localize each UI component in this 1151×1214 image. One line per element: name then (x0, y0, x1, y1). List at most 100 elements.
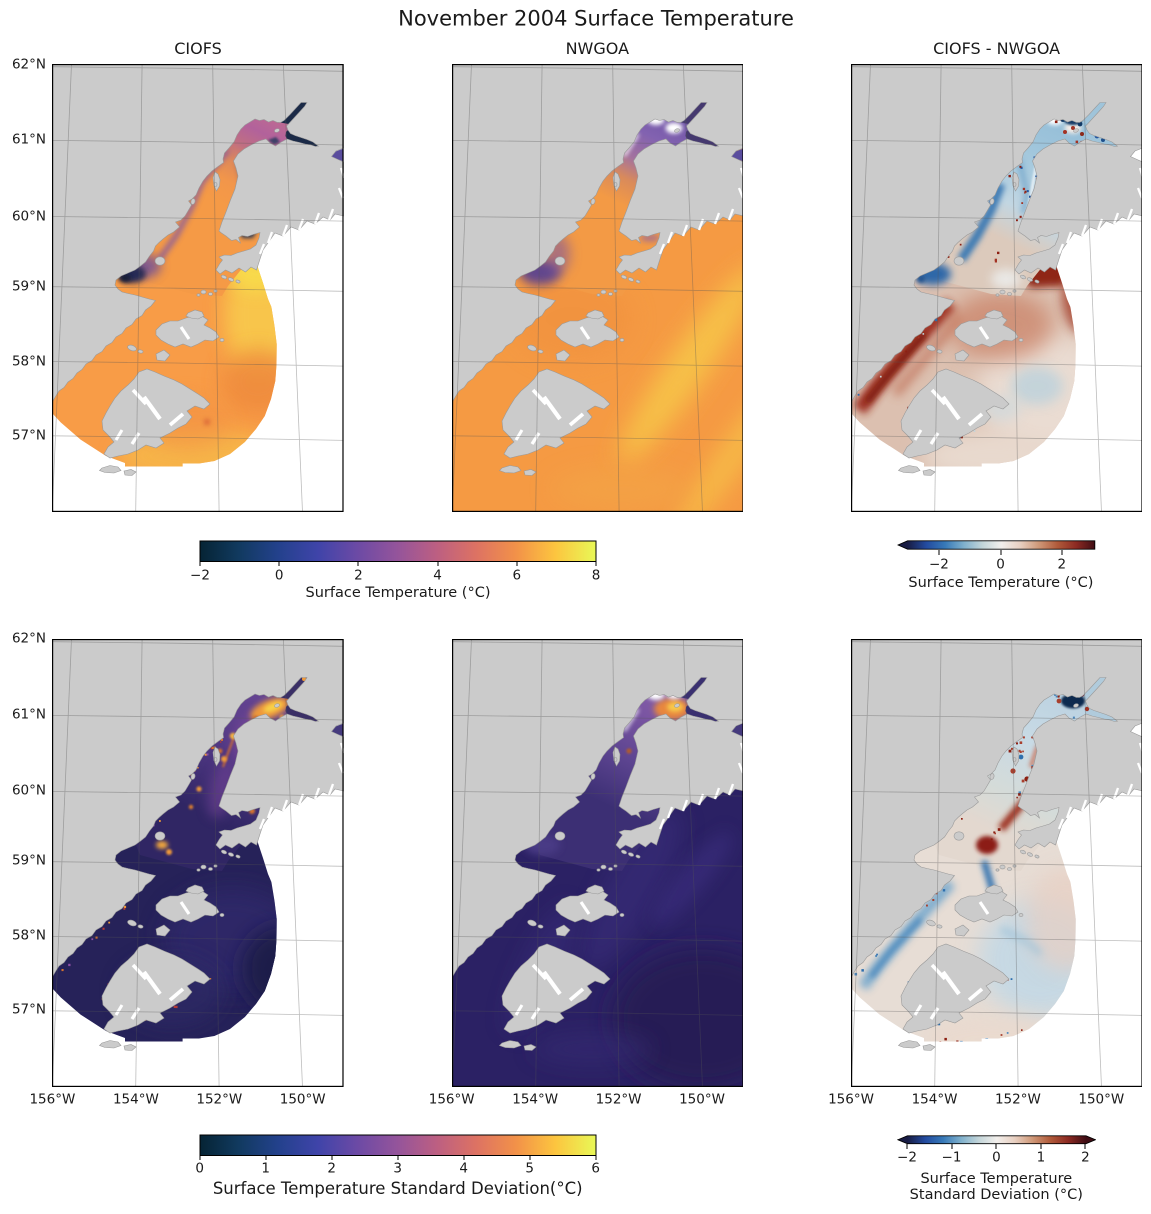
map-diff-std (850, 638, 1143, 1087)
colorbar-label-sst: Surface Temperature (°C) (305, 585, 491, 602)
figure-title: November 2004 Surface Temperature (398, 6, 794, 31)
colorbar-tick-label: 6 (591, 1160, 600, 1177)
lon-tick-label: 156°W (428, 1091, 475, 1108)
colorbar-std-diff (897, 1134, 1097, 1144)
colorbar-tick (1000, 550, 1002, 555)
colorbar-tick (595, 1155, 597, 1161)
colorbar-label-std-diff-line2: Standard Deviation (°C) (909, 1187, 1083, 1204)
colorbar-tick-label: 4 (459, 1160, 468, 1177)
colorbar-tick (595, 561, 597, 566)
colorbar-tick (437, 561, 439, 566)
panel-border (52, 638, 344, 1087)
colorbar-label-std-diff-line1: Surface Temperature (920, 1170, 1073, 1187)
colorbar-tick (331, 1155, 333, 1161)
fjord-inlets (514, 167, 744, 445)
lon-tick-label: 154°W (112, 1091, 159, 1108)
lon-tick-label: 154°W (911, 1091, 958, 1108)
fjord-inlets (114, 742, 344, 1020)
map-nwgoa-std (451, 638, 744, 1087)
colorbar-tick (1040, 1144, 1042, 1149)
colorbar-tick (951, 1144, 952, 1149)
colorbar-tick (938, 550, 940, 555)
colorbar-tick-label: 1 (261, 1160, 270, 1177)
lat-tick-label: 62°N (11, 56, 46, 73)
lon-tick-label: 150°W (1078, 1091, 1125, 1108)
colorbar-tick-label: 2 (354, 567, 363, 584)
pws-water-notch (331, 723, 344, 736)
lat-tick-label: 61°N (11, 131, 46, 148)
colorbar-tick-label: 2 (1081, 1149, 1090, 1166)
graticule (451, 638, 744, 1087)
colorbar-tick (1084, 1144, 1086, 1149)
map-nwgoa-sst (451, 64, 744, 512)
map-panel-diff-std (850, 638, 1143, 1087)
colorbar-sst (199, 540, 597, 562)
panel-border (850, 64, 1143, 512)
colorbar-sst-diff (896, 540, 1096, 550)
graticule (850, 638, 1143, 1087)
graticule (451, 64, 744, 512)
colorbar-tick (906, 1144, 908, 1149)
fjord-inlets (114, 167, 344, 445)
colorbar-tick-label: 4 (433, 567, 442, 584)
lat-tick-label: 59°N (11, 278, 46, 295)
fjord-inlets (913, 167, 1143, 445)
colorbar-tick (529, 1155, 531, 1161)
colorbar-tick-label: 5 (525, 1160, 534, 1177)
lon-tick-label: 152°W (196, 1091, 243, 1108)
colorbar-tick-label: −2 (190, 567, 210, 584)
pws-water-notch (730, 723, 744, 736)
panel-border (451, 64, 744, 512)
panel-title-1: NWGOA (565, 38, 630, 58)
colorbar-tick-label: 0 (195, 1160, 204, 1177)
colorbar-tick-label: −2 (928, 556, 949, 573)
colorbar-tick-label: 2 (1057, 556, 1067, 573)
lon-tick-label: 154°W (512, 1091, 559, 1108)
lon-tick-label: 152°W (994, 1091, 1041, 1108)
colorbar-tick-label: −1 (941, 1149, 962, 1166)
colorbar-tick (995, 1144, 997, 1149)
map-panel-ciofs-sst (52, 64, 344, 512)
colorbar-tick (1061, 550, 1063, 555)
colorbar-tick (357, 561, 359, 566)
map-panel-nwgoa-sst (451, 64, 744, 512)
colorbar-tick-label: 8 (591, 567, 601, 584)
lat-tick-label: 62°N (11, 630, 46, 647)
panel-border (451, 638, 744, 1087)
pws-water-notch (730, 148, 744, 162)
colorbar-tick-label: 0 (274, 567, 284, 584)
colorbar-tick-label: 0 (992, 1149, 1001, 1166)
lat-tick-label: 58°N (11, 353, 46, 370)
colorbar-label-std: Surface Temperature Standard Deviation(°… (212, 1178, 583, 1198)
colorbar-label-sst-diff: Surface Temperature (°C) (908, 574, 1094, 591)
panel-border (850, 638, 1143, 1087)
colorbar-tick-label: 3 (393, 1160, 402, 1177)
colorbar-std (199, 1134, 597, 1156)
lon-tick-label: 150°W (679, 1091, 725, 1108)
map-panel-nwgoa-std (451, 638, 744, 1087)
panel-title-0: CIOFS (174, 38, 222, 58)
colorbar-tick-label: 1 (1036, 1149, 1046, 1166)
lat-tick-label: 57°N (11, 427, 46, 444)
fjord-inlets (514, 742, 744, 1020)
colorbar-tick-label: 6 (512, 567, 522, 584)
fjord-inlets (913, 742, 1143, 1020)
lat-tick-label: 60°N (11, 208, 46, 225)
lon-tick-label: 156°W (29, 1091, 76, 1108)
colorbar-tick (199, 561, 201, 566)
lat-tick-label: 61°N (11, 706, 46, 723)
map-panel-ciofs-std (52, 638, 344, 1087)
lat-tick-label: 57°N (11, 1001, 46, 1018)
map-ciofs-std (52, 638, 344, 1087)
graticule (850, 64, 1143, 512)
panel-border (52, 64, 344, 512)
colorbar-tick-label: 0 (996, 556, 1005, 573)
lon-tick-label: 156°W (828, 1091, 874, 1108)
colorbar-tick (463, 1155, 465, 1161)
lon-tick-label: 150°W (279, 1091, 326, 1108)
panel-title-2: CIOFS - NWGOA (933, 38, 1061, 58)
colorbar-tick (278, 561, 280, 566)
colorbar-tick (516, 561, 518, 566)
map-panel-diff-sst (850, 64, 1143, 512)
lat-tick-label: 60°N (11, 782, 46, 799)
